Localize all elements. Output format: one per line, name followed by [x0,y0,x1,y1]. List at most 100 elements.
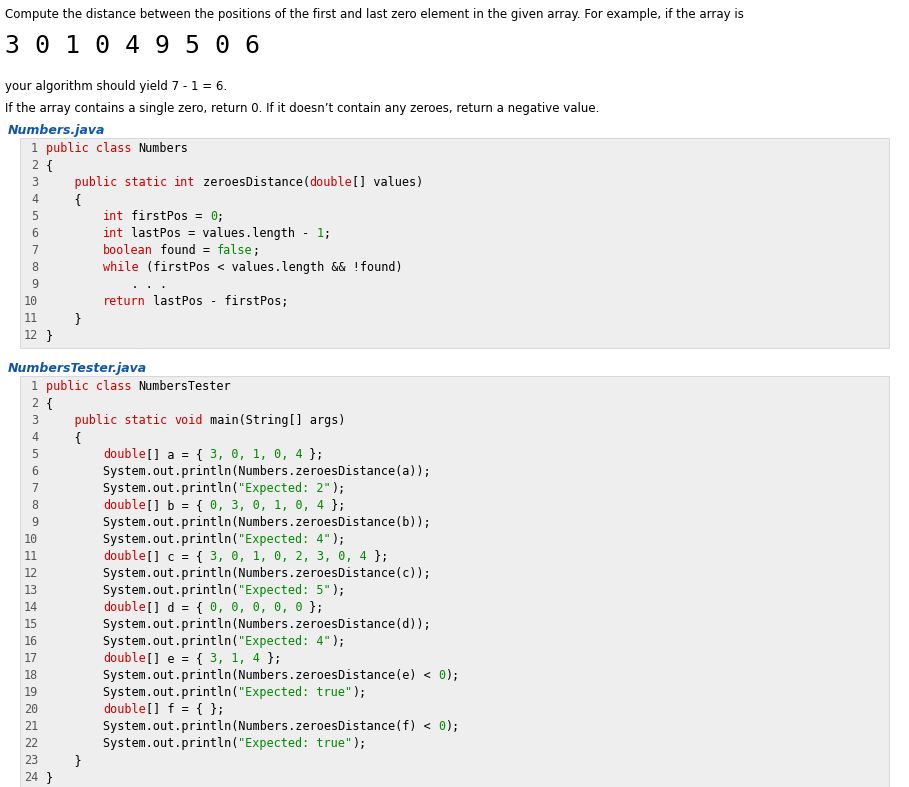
Text: 3, 1, 4: 3, 1, 4 [210,652,260,665]
Text: [] c = {: [] c = { [145,550,210,563]
Text: }: } [46,312,82,325]
Text: 5: 5 [31,448,38,461]
Text: }: } [46,329,53,342]
Text: return: return [103,295,145,308]
Text: );: ); [353,737,366,750]
Text: 6: 6 [31,465,38,478]
Text: 5: 5 [31,210,38,223]
Text: );: ); [331,533,345,546]
Text: 24: 24 [24,771,38,784]
Text: 0, 0, 0, 0, 0: 0, 0, 0, 0, 0 [210,601,303,614]
Text: {: { [46,431,82,444]
Text: 14: 14 [24,601,38,614]
Text: void: void [175,414,203,427]
Text: If the array contains a single zero, return 0. If it doesn’t contain any zeroes,: If the array contains a single zero, ret… [5,102,599,115]
Text: System.out.println(: System.out.println( [46,686,238,699]
Text: System.out.println(Numbers.zeroesDistance(c));: System.out.println(Numbers.zeroesDistanc… [46,567,431,580]
Text: };: }; [303,601,324,614]
Text: 11: 11 [24,550,38,563]
Text: };: }; [260,652,281,665]
Text: 3, 0, 1, 0, 4: 3, 0, 1, 0, 4 [210,448,303,461]
Text: 15: 15 [24,618,38,631]
Text: [] e = {: [] e = { [145,652,210,665]
Text: 6: 6 [31,227,38,240]
Text: firstPos =: firstPos = [125,210,210,223]
Text: 9: 9 [31,516,38,529]
Text: [] values): [] values) [353,176,424,189]
Text: while: while [103,261,139,274]
Text: double: double [103,601,145,614]
Text: "Expected: true": "Expected: true" [238,737,353,750]
Text: 10: 10 [24,295,38,308]
Bar [20,376,889,787]
Text: System.out.println(Numbers.zeroesDistance(e) <: System.out.println(Numbers.zeroesDistanc… [46,669,438,682]
Text: 10: 10 [24,533,38,546]
Text: zeroesDistance(: zeroesDistance( [195,176,310,189]
Text: System.out.println(: System.out.println( [46,482,238,495]
Text: 1: 1 [31,142,38,155]
Text: };: }; [366,550,388,563]
Text: System.out.println(: System.out.println( [46,533,238,546]
Text: 0: 0 [438,669,445,682]
Text: [] a = {: [] a = { [145,448,210,461]
Text: 3, 0, 1, 0, 2, 3, 0, 4: 3, 0, 1, 0, 2, 3, 0, 4 [210,550,366,563]
Text: 12: 12 [24,567,38,580]
Text: 22: 22 [24,737,38,750]
Text: 3 0 1 0 4 9 5 0 6: 3 0 1 0 4 9 5 0 6 [5,34,260,58]
Bar [20,138,889,348]
Text: System.out.println(Numbers.zeroesDistance(f) <: System.out.println(Numbers.zeroesDistanc… [46,720,438,733]
Text: lastPos - firstPos;: lastPos - firstPos; [145,295,288,308]
Text: 4: 4 [31,431,38,444]
Text: 19: 19 [24,686,38,699]
Text: };: }; [324,499,345,512]
Text: double: double [103,499,145,512]
Text: );: ); [331,482,345,495]
Text: public class: public class [46,142,139,155]
Text: double: double [103,550,145,563]
Text: lastPos = values.length -: lastPos = values.length - [125,227,316,240]
Text: 16: 16 [24,635,38,648]
Text: 8: 8 [31,499,38,512]
Text: ;: ; [253,244,260,257]
Text: Compute the distance between the positions of the first and last zero element in: Compute the distance between the positio… [5,8,744,21]
Text: 3: 3 [31,176,38,189]
Text: {: { [46,397,53,410]
Text: 18: 18 [24,669,38,682]
Text: 4: 4 [31,193,38,206]
Text: public class: public class [46,380,139,393]
Text: );: ); [445,720,459,733]
Text: 12: 12 [24,329,38,342]
Text: (firstPos < values.length && !found): (firstPos < values.length && !found) [139,261,403,274]
Text: int: int [103,227,125,240]
Text: public static: public static [46,176,175,189]
Text: Numbers: Numbers [139,142,188,155]
Text: );: ); [331,635,345,648]
Text: System.out.println(: System.out.println( [46,635,238,648]
Text: int: int [175,176,195,189]
Text: "Expected: 5": "Expected: 5" [238,584,331,597]
Text: 7: 7 [31,244,38,257]
Text: NumbersTester.java: NumbersTester.java [8,362,147,375]
Text: );: ); [445,669,459,682]
Text: 0: 0 [438,720,445,733]
Text: "Expected: 4": "Expected: 4" [238,533,331,546]
Text: 0: 0 [210,210,217,223]
Text: int: int [103,210,125,223]
Text: "Expected: 2": "Expected: 2" [238,482,331,495]
Text: }: } [46,754,82,767]
Text: 13: 13 [24,584,38,597]
Text: System.out.println(Numbers.zeroesDistance(b));: System.out.println(Numbers.zeroesDistanc… [46,516,431,529]
Text: "Expected: true": "Expected: true" [238,686,353,699]
Text: found =: found = [153,244,217,257]
Text: System.out.println(Numbers.zeroesDistance(a));: System.out.println(Numbers.zeroesDistanc… [46,465,431,478]
Text: 9: 9 [31,278,38,291]
Text: 1: 1 [316,227,324,240]
Text: 2: 2 [31,397,38,410]
Text: }: } [46,771,53,784]
Text: double: double [103,703,145,716]
Text: 11: 11 [24,312,38,325]
Text: [] f = { };: [] f = { }; [145,703,225,716]
Text: };: }; [303,448,324,461]
Text: System.out.println(Numbers.zeroesDistance(d));: System.out.println(Numbers.zeroesDistanc… [46,618,431,631]
Text: NumbersTester: NumbersTester [139,380,231,393]
